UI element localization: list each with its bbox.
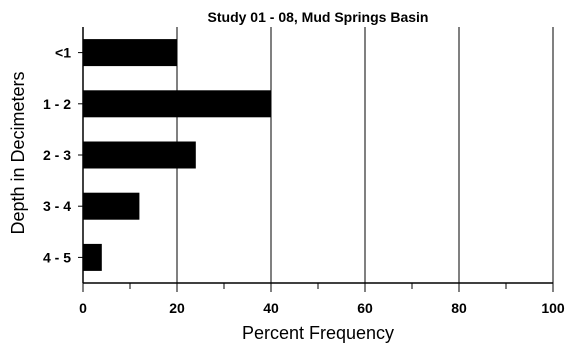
y-tick-label: 3 - 4 xyxy=(43,198,71,214)
x-tick-label: 40 xyxy=(263,300,279,316)
bar xyxy=(83,243,102,271)
x-tick-label: 80 xyxy=(451,300,467,316)
bar xyxy=(83,90,271,118)
y-tick-label: 4 - 5 xyxy=(43,249,71,265)
chart-title: Study 01 - 08, Mud Springs Basin xyxy=(208,9,429,25)
x-tick-label: 100 xyxy=(541,300,565,316)
bar xyxy=(83,39,177,67)
y-tick-label: 2 - 3 xyxy=(43,147,71,163)
x-tick-label: 20 xyxy=(169,300,185,316)
x-axis-title: Percent Frequency xyxy=(242,323,394,343)
y-tick-label: 1 - 2 xyxy=(43,96,71,112)
y-axis-title: Depth in Decimeters xyxy=(8,71,28,234)
x-tick-labels: 0 20 40 60 80 100 xyxy=(79,300,565,316)
gridlines xyxy=(176,27,554,283)
x-tick-label: 0 xyxy=(79,300,87,316)
y-tick-label: <1 xyxy=(55,45,71,61)
y-tick-labels: <1 1 - 2 2 - 3 3 - 4 4 - 5 xyxy=(43,45,83,265)
x-tick-label: 60 xyxy=(357,300,373,316)
bar xyxy=(83,192,140,220)
axes xyxy=(82,27,554,292)
bar xyxy=(83,141,196,169)
bars xyxy=(83,39,271,271)
